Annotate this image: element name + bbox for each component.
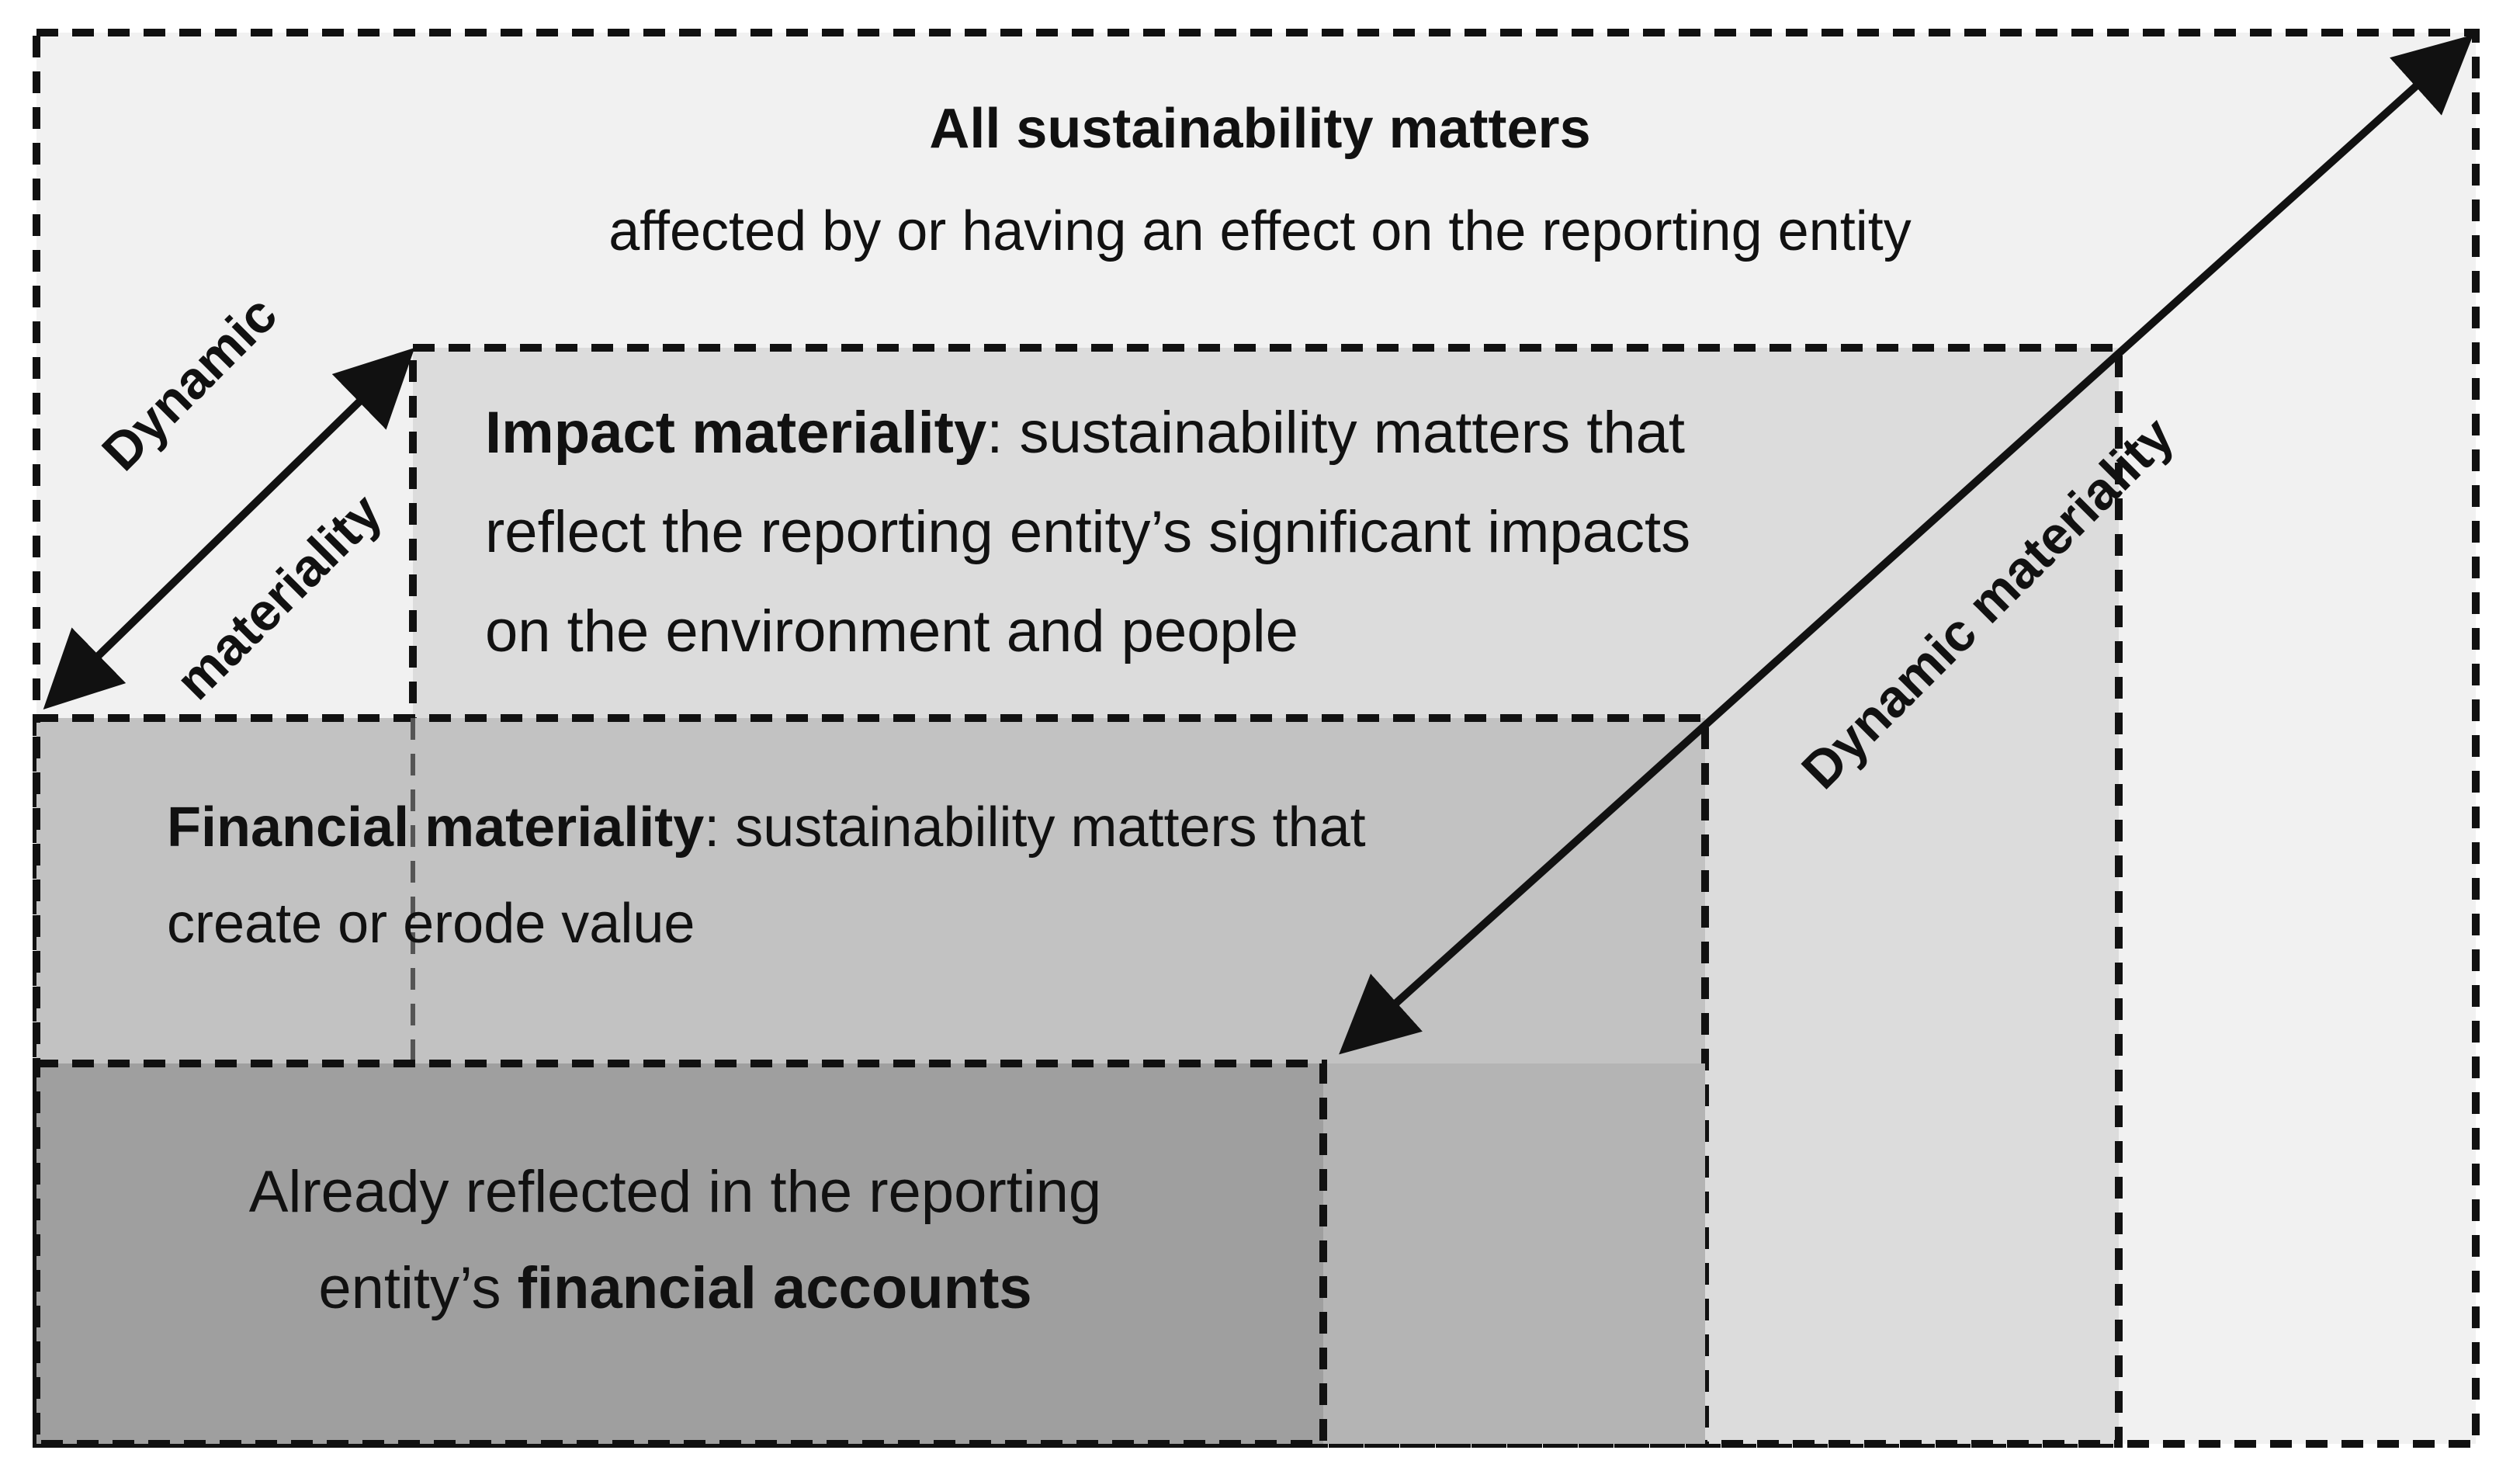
financial-line-1-rest: : sustainability matters that xyxy=(704,796,1366,859)
impact-line-1: Impact materiality: sustainability matte… xyxy=(485,396,1960,495)
financial-accounts-box xyxy=(33,1060,1327,1448)
impact-term: Impact materiality xyxy=(485,400,987,466)
impact-line-3: on the environment and people xyxy=(485,598,1298,664)
financial-line-1: Financial materiality: sustainability ma… xyxy=(167,790,1641,886)
accounts-line-2-bold: financial accounts xyxy=(517,1255,1032,1321)
impact-materiality-text: Impact materiality: sustainability matte… xyxy=(485,396,1960,694)
all-sustainability-subtitle: affected by or having an effect on the r… xyxy=(608,200,1912,262)
right-dynamic-arrow xyxy=(1339,34,2473,1055)
financial-materiality-text: Financial materiality: sustainability ma… xyxy=(167,790,1641,983)
impact-line-1-rest: : sustainability matters that xyxy=(986,400,1685,466)
financial-accounts-text: Already reflected in the reporting entit… xyxy=(39,1155,1312,1348)
financial-line-2: create or erode value xyxy=(167,893,695,955)
all-sustainability-title: All sustainability matters xyxy=(929,98,1591,160)
accounts-line-1: Already reflected in the reporting xyxy=(248,1159,1102,1225)
accounts-line-2: entity’s financial accounts xyxy=(39,1251,1312,1348)
financial-term: Financial materiality xyxy=(167,796,705,859)
accounts-line-2-prefix: entity’s xyxy=(318,1255,518,1321)
left-dynamic-arrow xyxy=(43,348,415,710)
impact-line-2: reflect the reporting entity’s significa… xyxy=(485,499,1691,565)
financial-impact-overlap xyxy=(1323,1063,1705,1444)
